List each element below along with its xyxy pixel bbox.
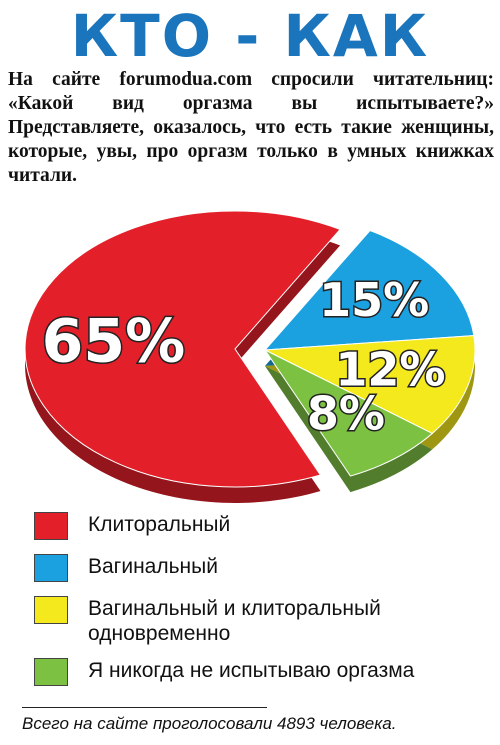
slice-top <box>263 348 434 477</box>
slice-label: 15% <box>319 273 429 327</box>
slice-top <box>24 210 341 488</box>
legend-item: Вагинальный <box>30 554 490 584</box>
legend-label: Я никогда не испытываю оргазма <box>88 659 415 682</box>
legend-item: Вагинальный и клиторальный одновременно <box>30 596 428 646</box>
chart-title: КТО - КАК <box>70 2 430 70</box>
legend-swatch <box>34 658 68 686</box>
slice <box>263 348 434 493</box>
slice-label: 12% <box>335 343 445 397</box>
legend: Клиторальный Вагинальный Вагинальный и кли… <box>30 512 490 700</box>
legend-label: Вагинальный <box>88 555 218 578</box>
footnote-rule <box>22 707 267 708</box>
subtitle: На сайте forumodua.com спросили читатель… <box>8 69 494 186</box>
legend-item: Я никогда не испытываю оргазма <box>30 658 490 688</box>
legend-item: Клиторальный <box>30 512 490 542</box>
legend-label: Вагинальный и клиторальный одновременно <box>88 597 381 645</box>
slice-label: 8% <box>307 387 385 441</box>
footnote: Всего на сайте проголосовали 4893 челове… <box>22 714 397 733</box>
legend-swatch <box>34 512 68 540</box>
slice-top <box>263 335 476 435</box>
slice-label: 65% <box>42 306 186 376</box>
slice-top <box>263 229 475 351</box>
legend-swatch <box>34 554 68 582</box>
legend-swatch <box>34 596 68 624</box>
slice <box>24 210 341 503</box>
legend-label: Клиторальный <box>88 513 231 536</box>
slice <box>263 229 475 366</box>
